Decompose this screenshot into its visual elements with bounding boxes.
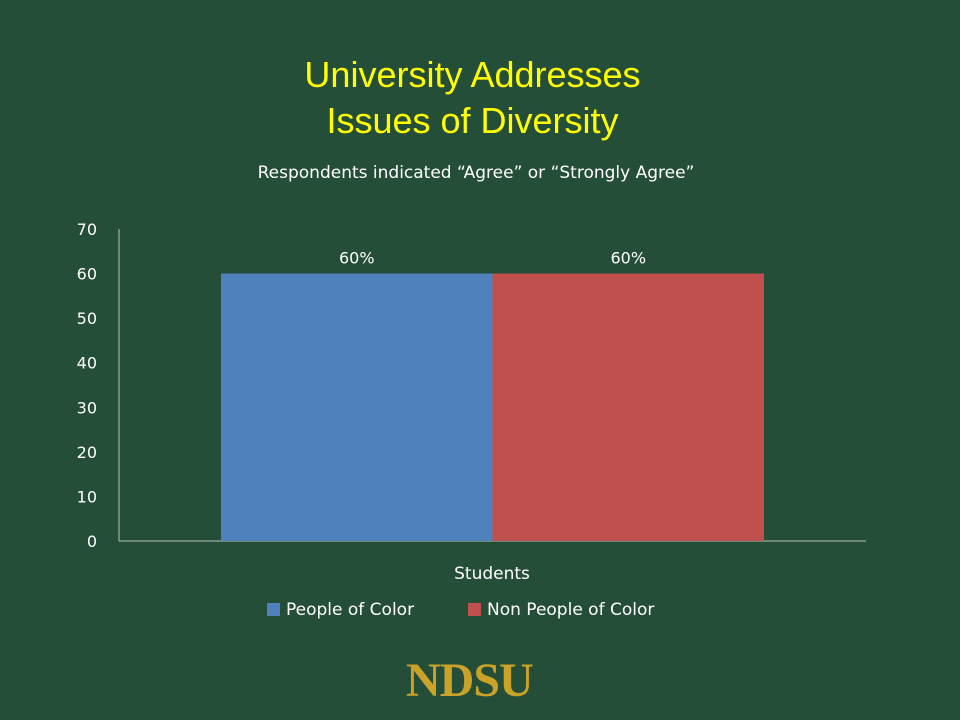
legend-swatch [468, 603, 481, 616]
y-tick-label: 60 [77, 265, 97, 284]
x-category-label: Students [454, 564, 530, 584]
y-tick-label: 20 [77, 443, 97, 462]
slide-title-line-1: University Addresses [304, 54, 641, 95]
legend-swatch [267, 603, 280, 616]
chart-subtitle: Respondents indicated “Agree” or “Strong… [258, 163, 695, 183]
bar-non-people-of-color [492, 273, 764, 541]
y-tick-label: 10 [77, 487, 97, 506]
bar-data-label: 60% [610, 249, 646, 268]
ndsu-logo: NDSU [406, 654, 534, 707]
legend-label: Non People of Color [487, 600, 654, 620]
legend-label: People of Color [286, 600, 414, 620]
y-tick-label: 70 [77, 220, 97, 239]
y-tick-label: 0 [87, 532, 97, 551]
chart-legend: People of Color Non People of Color [267, 600, 654, 620]
y-tick-label: 40 [77, 354, 97, 373]
slide-title: University Addresses Issues of Diversity [0, 52, 945, 144]
bar-people-of-color [221, 273, 493, 541]
y-tick-label: 50 [77, 309, 97, 328]
bar-data-label: 60% [339, 249, 375, 268]
slide-title-line-2: Issues of Diversity [326, 100, 619, 141]
y-tick-label: 30 [77, 398, 97, 417]
